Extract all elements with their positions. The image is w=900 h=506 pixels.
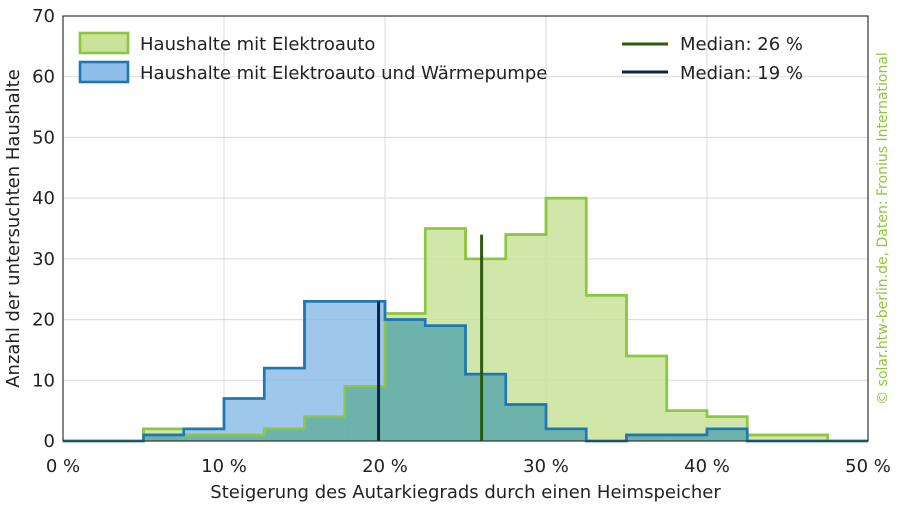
overlap-bin-8: [385, 319, 426, 441]
y-axis-label: Anzahl der untersuchten Haushalte: [3, 69, 24, 388]
overlap-bin-15: [666, 434, 707, 441]
plot-frame: [62, 15, 869, 442]
median-lines: [377, 234, 484, 441]
x-tick-label: 40 %: [684, 456, 730, 477]
legend-median-label-19: Median: 19 %: [680, 63, 803, 84]
overlap-bin-9: [425, 325, 466, 441]
y-tick-label: 60: [32, 67, 55, 88]
x-tick-label: 50 %: [845, 456, 891, 477]
overlap-bin-10: [465, 374, 506, 441]
overlap-bin-4: [224, 434, 265, 441]
y-tick-label: 70: [32, 6, 55, 27]
y-tick-label: 10: [32, 370, 55, 391]
overlap-bin-16: [707, 428, 748, 441]
y-tick-label: 30: [32, 249, 55, 270]
y-tick-label: 40: [32, 188, 55, 209]
y-tick-labels: 0 10 20 30 40 50 60 70: [32, 6, 55, 452]
legend: Haushalte mit Elektroauto Haushalte mit …: [78, 31, 803, 84]
x-tick-label: 30 %: [523, 456, 569, 477]
x-tick-labels: 0 % 10 % 20 % 30 % 40 % 50 %: [46, 456, 891, 477]
y-tick-label: 20: [32, 310, 55, 331]
y-tick-label: 0: [44, 431, 55, 452]
legend-label-elektroauto: Haushalte mit Elektroauto: [140, 34, 375, 55]
source-credit: © solar.htw-berlin.de, Daten: Fronius In…: [875, 52, 891, 405]
legend-swatch-elektroauto-waermepumpe: [78, 60, 130, 84]
x-tick-label: 10 %: [201, 456, 247, 477]
y-tick-label: 50: [32, 127, 55, 148]
histogram-series: [63, 196, 868, 443]
legend-median-label-26: Median: 26 %: [680, 34, 803, 55]
x-tick-label: 0 %: [46, 456, 80, 477]
overlap-bin-5: [264, 428, 305, 441]
legend-swatch-elektroauto: [78, 31, 130, 55]
overlap-bin-6: [304, 416, 345, 441]
overlap-bin-11: [505, 404, 546, 441]
overlap-bin-12: [546, 428, 587, 441]
overlap-bin-3: [183, 434, 224, 441]
legend-label-elektroauto-waermepumpe: Haushalte mit Elektroauto und Wärmepumpe: [140, 63, 547, 84]
histogram-outline-top-1: [63, 300, 868, 443]
histogram-outline-top-0: [63, 196, 868, 443]
overlap-bin-14: [626, 434, 667, 441]
x-tick-label: 20 %: [362, 456, 408, 477]
x-axis-label: Steigerung des Autarkiegrads durch einen…: [210, 482, 721, 503]
overlap-bin-2: [143, 434, 184, 441]
